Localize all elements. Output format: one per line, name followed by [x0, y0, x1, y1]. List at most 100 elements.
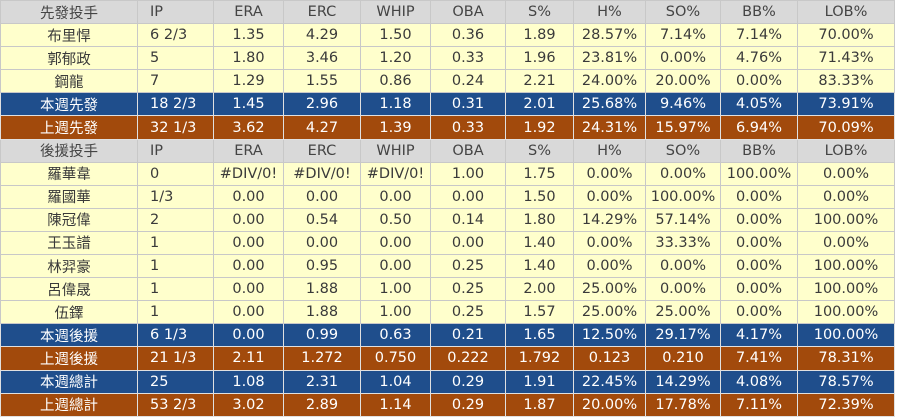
stat-cell: 0.00 — [360, 184, 431, 209]
stat-cell: 17.78% — [645, 392, 721, 417]
stat-cell: 0.00% — [797, 184, 895, 209]
stat-cell: 1 — [137, 277, 214, 302]
summary-row: 本週先發 18 2/3 1.45 2.96 1.18 0.31 2.01 25.68% 9.46… — [0, 92, 895, 117]
column-header: IP — [137, 0, 214, 25]
stat-cell: 71.43% — [797, 46, 895, 71]
stat-cell: 1.65 — [505, 323, 574, 348]
stat-cell: 7.41% — [720, 346, 798, 371]
column-header: WHIP — [360, 0, 431, 25]
column-header: OBA — [430, 0, 506, 25]
section-title: 先發投手 — [0, 0, 138, 25]
stat-cell: 2.96 — [283, 92, 361, 117]
stat-cell: 72.39% — [797, 392, 895, 417]
stat-cell: 6 2/3 — [137, 23, 214, 48]
stat-cell: 1.88 — [283, 300, 361, 325]
stat-cell: 1 — [137, 230, 214, 256]
stat-cell: 1 — [137, 254, 214, 279]
stat-cell: 0.00 — [213, 277, 284, 302]
stat-cell: 4.17% — [720, 323, 798, 348]
stat-cell: 0.25 — [430, 277, 506, 302]
column-header: ERC — [283, 0, 361, 25]
summary-label: 上週總計 — [0, 392, 138, 417]
stat-cell: 1.08 — [213, 369, 284, 394]
stat-cell: 1.00 — [360, 277, 431, 302]
stat-cell: 0.25 — [430, 254, 506, 279]
stat-cell: 4.05% — [720, 92, 798, 117]
stat-cell: #DIV/0! — [360, 161, 431, 186]
section-title: 後援投手 — [0, 138, 138, 163]
stat-cell: 2.00 — [505, 277, 574, 302]
pitcher-row: 郭郁政 5 1.80 3.46 1.20 0.33 1.96 23.81% 0.00% 4.76%… — [0, 46, 895, 71]
stat-cell: 3.62 — [213, 115, 284, 140]
stat-cell: 0.00% — [573, 184, 646, 209]
stat-cell: 25.00% — [645, 300, 721, 325]
stat-cell: 2.01 — [505, 92, 574, 117]
stat-cell: 0.123 — [573, 346, 646, 371]
stat-cell: 25.68% — [573, 92, 646, 117]
stat-cell: 0.50 — [360, 207, 431, 232]
stat-cell: 1.57 — [505, 300, 574, 325]
stat-cell: 0.00% — [573, 254, 646, 279]
stat-cell: 4.29 — [283, 23, 361, 48]
stat-cell: 0.210 — [645, 346, 721, 371]
stat-cell: 100.00% — [720, 161, 798, 186]
column-header: S% — [505, 138, 574, 163]
column-header: LOB% — [797, 138, 895, 163]
stat-cell: 1.272 — [283, 346, 361, 371]
pitcher-name: 羅國華 — [0, 184, 138, 209]
stat-cell: 78.57% — [797, 369, 895, 394]
pitcher-row: 伍鐸 1 0.00 1.88 1.00 0.25 1.57 25.00% 25.00% 0.00%… — [0, 300, 895, 325]
stat-cell: 0.00 — [360, 254, 431, 279]
stat-cell: 7 — [137, 69, 214, 94]
stat-cell: 0.00% — [720, 230, 798, 256]
stat-cell: 0.25 — [430, 300, 506, 325]
stat-cell: 1.88 — [283, 277, 361, 302]
stat-cell: 100.00% — [797, 277, 895, 302]
stat-cell: 9.46% — [645, 92, 721, 117]
stat-cell: 0.00 — [213, 207, 284, 232]
stat-cell: 1.91 — [505, 369, 574, 394]
pitcher-row: 羅華韋 0 #DIV/0! #DIV/0! #DIV/0! 1.00 1.75 0.00% 0.… — [0, 161, 895, 186]
stat-cell: 1.75 — [505, 161, 574, 186]
stat-cell: 33.33% — [645, 230, 721, 256]
stat-cell: 100.00% — [797, 323, 895, 348]
stat-cell: 20.00% — [645, 69, 721, 94]
stat-cell: 0.00% — [720, 300, 798, 325]
stat-cell: 0.29 — [430, 392, 506, 417]
stat-cell: 2.11 — [213, 346, 284, 371]
stat-cell: 73.91% — [797, 92, 895, 117]
stat-cell: 0.86 — [360, 69, 431, 94]
stat-cell: 24.00% — [573, 69, 646, 94]
stat-cell: 53 2/3 — [137, 392, 214, 417]
stat-cell: 0.00 — [283, 230, 361, 256]
stat-cell: 70.09% — [797, 115, 895, 140]
stat-cell: 14.29% — [573, 207, 646, 232]
stat-cell: 22.45% — [573, 369, 646, 394]
stat-cell: 100.00% — [797, 300, 895, 325]
stat-cell: 21 1/3 — [137, 346, 214, 371]
summary-row: 上週後援 21 1/3 2.11 1.272 0.750 0.222 1.792 0.123 0… — [0, 346, 895, 371]
column-header: ERA — [213, 138, 284, 163]
column-header: OBA — [430, 138, 506, 163]
stat-cell: 0.00 — [430, 230, 506, 256]
summary-label: 上週先發 — [0, 115, 138, 140]
stat-cell: 1/3 — [137, 184, 214, 209]
pitcher-name: 羅華韋 — [0, 161, 138, 186]
stat-cell: 1.39 — [360, 115, 431, 140]
column-header: H% — [573, 138, 646, 163]
section-header-row: 先發投手 IP ERA ERC WHIP OBA S% H% SO% BB% LOB% — [0, 0, 895, 25]
stat-cell: 0.00% — [645, 254, 721, 279]
stat-cell: 0.00% — [720, 254, 798, 279]
stat-cell: 0.00 — [430, 184, 506, 209]
summary-row: 上週先發 32 1/3 3.62 4.27 1.39 0.33 1.92 24.31% 15.9… — [0, 115, 895, 140]
stat-cell: 0.00 — [213, 323, 284, 348]
stat-cell: 0.00% — [720, 69, 798, 94]
summary-label: 本週先發 — [0, 92, 138, 117]
stat-cell: 0.00 — [213, 300, 284, 325]
stat-cell: 0.00% — [645, 277, 721, 302]
pitcher-row: 林羿豪 1 0.00 0.95 0.00 0.25 1.40 0.00% 0.00% 0.00% 1… — [0, 254, 895, 279]
stat-cell: 1.35 — [213, 23, 284, 48]
section-header-row: 後援投手 IP ERA ERC WHIP OBA S% H% SO% BB% LOB% — [0, 138, 895, 163]
stat-cell: 1.18 — [360, 92, 431, 117]
